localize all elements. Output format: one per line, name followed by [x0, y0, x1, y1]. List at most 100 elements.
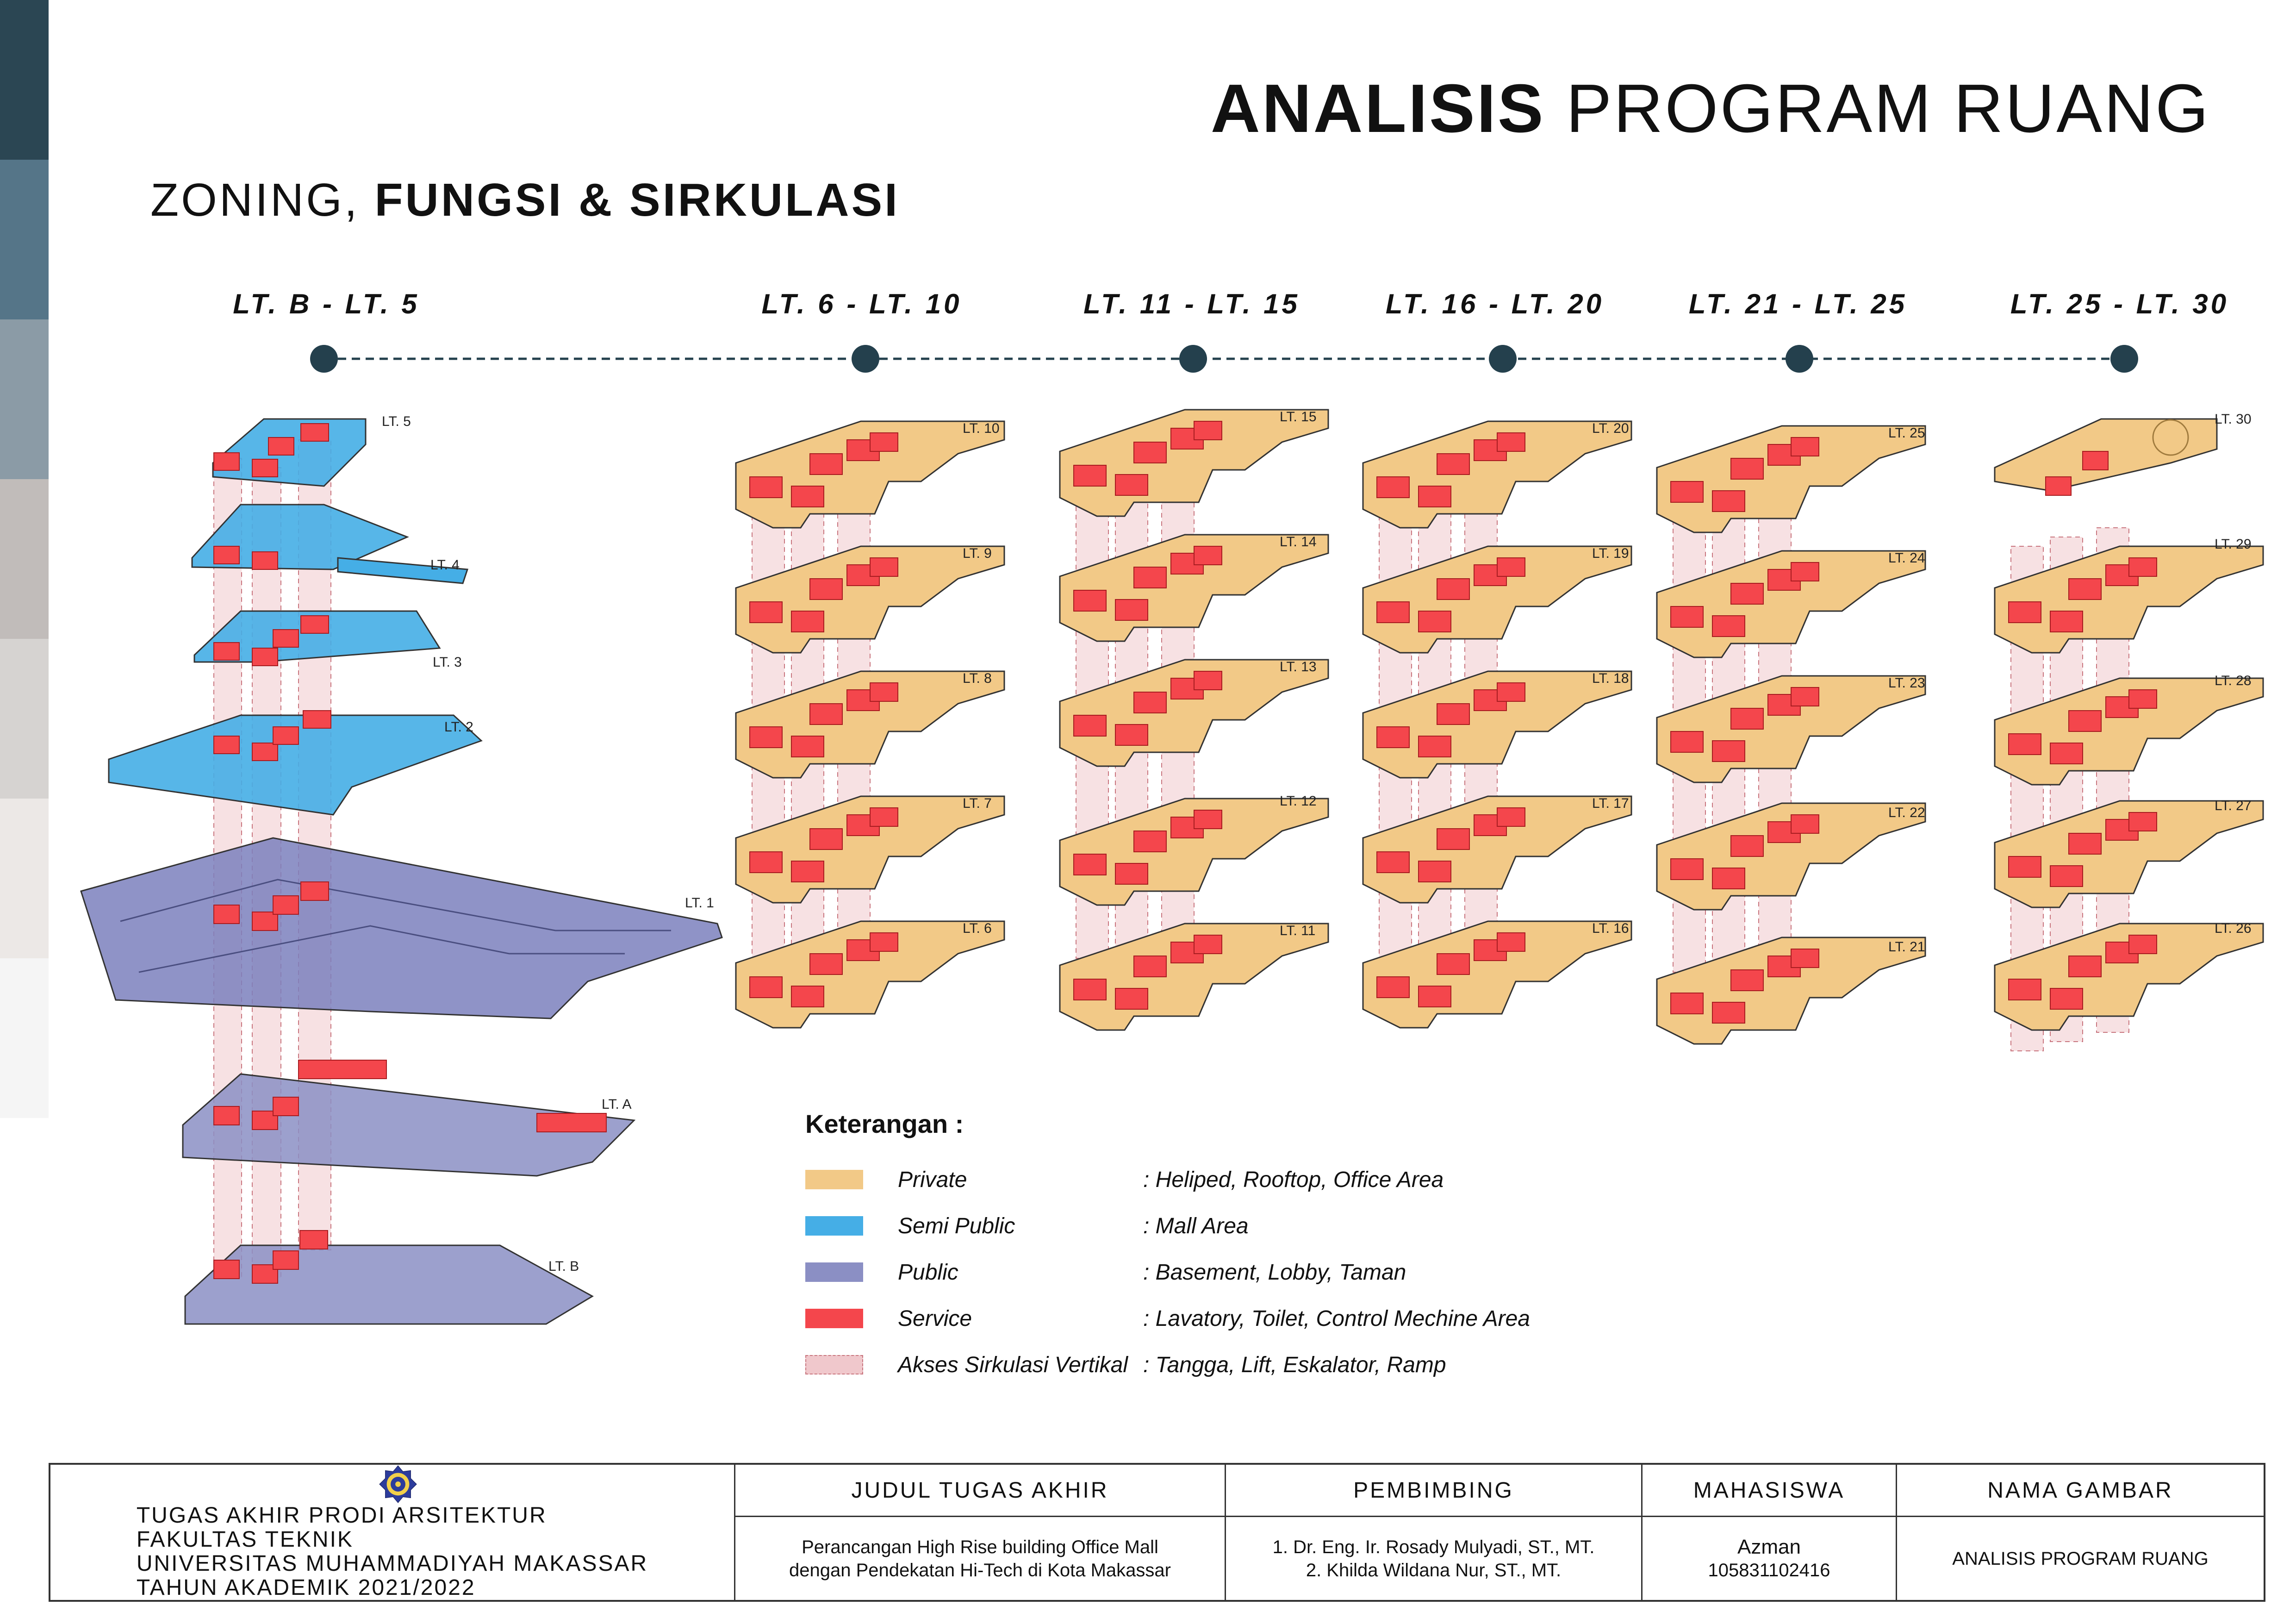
- mahasiswa-body: Azman 105831102416: [1643, 1517, 1896, 1600]
- floor-label: LT. 28: [2215, 673, 2252, 688]
- service-core: [213, 905, 240, 924]
- floor-label: LT. 7: [963, 796, 992, 811]
- swatch-3: [0, 319, 49, 479]
- range-label-2: LT. 6 - LT. 10: [761, 288, 962, 319]
- swatch-4: [0, 479, 49, 639]
- service-core: [303, 710, 331, 729]
- floor-label: LT. 14: [1280, 534, 1317, 550]
- pembimbing-heading: PEMBIMBING: [1226, 1465, 1641, 1517]
- service-core: [300, 423, 329, 442]
- legend-desc: : Lavatory, Toilet, Control Mechine Area: [1143, 1306, 1530, 1331]
- legend-item-semi-public: Semi Public : Mall Area: [805, 1203, 1638, 1249]
- legend-name: Public: [898, 1260, 958, 1285]
- university-logo-icon: [379, 1465, 417, 1503]
- pembimbing-line: 2. Khilda Wildana Nur, ST., MT.: [1306, 1560, 1562, 1580]
- range-label-6: LT. 25 - LT. 30: [2010, 288, 2229, 319]
- tower-lt16-lt20: LT. 20 LT. 19 LT. 18 LT. 17 LT. 16: [1362, 420, 1632, 1029]
- legend-title: Keterangan :: [805, 1109, 964, 1138]
- lobby-detail-lines: [120, 879, 671, 931]
- swatch-2: [0, 160, 49, 319]
- legend-swatch-semi-public: [805, 1216, 863, 1236]
- swatch-5: [0, 639, 49, 799]
- color-swatch-bar: [0, 0, 49, 1118]
- service-core: [300, 615, 329, 634]
- service-core: [252, 648, 278, 666]
- institution-line: UNIVERSITAS MUHAMMADIYAH MAKASSAR: [136, 1551, 648, 1576]
- helipad-icon: [2152, 419, 2189, 456]
- floor-label: LT. 18: [1592, 671, 1629, 686]
- service-core: [536, 1113, 607, 1132]
- timeline-dot: [852, 345, 879, 373]
- judul-line: Perancangan High Rise building Office Ma…: [802, 1537, 1158, 1557]
- floor-plate-lt-b: [184, 1244, 594, 1325]
- subtitle-light: ZONING,: [150, 174, 360, 226]
- page-title-bold: ANALISIS: [1210, 70, 1545, 147]
- judul-line: dengan Pendekatan Hi-Tech di Kota Makass…: [789, 1560, 1171, 1580]
- legend-desc: : Basement, Lobby, Taman: [1143, 1260, 1406, 1285]
- tower-lt6-lt10: LT. 10 LT. 9 LT. 8 LT. 7 LT. 6: [735, 420, 1005, 1029]
- zoning-diagram: LT. B LT. A LT. 1 LT. 2 LT. 3 LT. 4: [80, 345, 2264, 1325]
- floor-label: LT. 6: [963, 921, 992, 936]
- legend-swatch-public: [805, 1262, 863, 1282]
- institution-line: FAKULTAS TEKNIK: [136, 1527, 354, 1552]
- service-core: [213, 736, 240, 754]
- floor-label: LT. 24: [1888, 550, 1925, 566]
- legend-swatch-service: [805, 1309, 863, 1328]
- floor-label: LT. 15: [1280, 409, 1317, 425]
- service-core: [273, 895, 299, 915]
- floor-plate-lt-25: [1656, 425, 1926, 533]
- floor-label: LT. 26: [2215, 921, 2252, 936]
- legend-name: Service: [898, 1306, 972, 1331]
- service-core: [252, 551, 278, 570]
- floor-label: LT. 9: [963, 546, 992, 561]
- floor-label: LT. 20: [1592, 421, 1629, 436]
- floor-plate-lt-4-bridge: [337, 557, 469, 584]
- service-core: [213, 1106, 240, 1125]
- nama-gambar-body: ANALISIS PROGRAM RUANG: [1897, 1517, 2264, 1600]
- institution-text: TUGAS AKHIR PRODI ARSITEKTUR FAKULTAS TE…: [137, 1504, 648, 1600]
- mahasiswa-block: MAHASISWA Azman 105831102416: [1643, 1465, 1897, 1600]
- timeline-dot: [1489, 345, 1517, 373]
- legend-desc: : Mall Area: [1143, 1213, 1249, 1238]
- swatch-1: [0, 0, 49, 160]
- tower-lt11-lt15: LT. 15 LT. 14 LT. 13 LT. 12 LT. 11: [1059, 409, 1329, 1031]
- floor-label: LT. 30: [2215, 412, 2252, 427]
- page-title-light: PROGRAM RUANG: [1566, 70, 2210, 147]
- floor-label: LT. 23: [1888, 675, 1925, 691]
- floor-label: LT. 16: [1592, 921, 1629, 936]
- legend-desc: : Heliped, Rooftop, Office Area: [1143, 1167, 1444, 1192]
- podium-stack: LT. B LT. A LT. 1 LT. 2 LT. 3 LT. 4: [80, 414, 723, 1325]
- floor-plate-lt-2: [108, 714, 483, 816]
- service-core: [273, 726, 299, 745]
- floor-label: LT. 12: [1280, 793, 1317, 809]
- floor-label-lt-a: LT. A: [602, 1097, 631, 1112]
- judul-block: JUDUL TUGAS AKHIR Perancangan High Rise …: [735, 1465, 1226, 1600]
- floor-label: LT. 27: [2215, 798, 2252, 813]
- timeline: [310, 345, 2138, 373]
- service-core: [252, 459, 278, 477]
- floor-label: LT. 10: [963, 421, 1000, 436]
- timeline-dot: [2110, 345, 2138, 373]
- floor-label-lt-1: LT. 1: [685, 895, 714, 911]
- floor-label: LT. 13: [1280, 659, 1317, 675]
- service-core: [213, 1260, 240, 1279]
- service-core: [252, 912, 278, 931]
- mahasiswa-heading: MAHASISWA: [1643, 1465, 1896, 1517]
- mahasiswa-nim: 105831102416: [1708, 1560, 1830, 1580]
- legend-swatch-private: [805, 1170, 863, 1189]
- institution-line: TUGAS AKHIR PRODI ARSITEKTUR: [136, 1503, 547, 1528]
- legend-name: Private: [898, 1167, 967, 1192]
- legend-swatch-circulation: [805, 1355, 863, 1374]
- legend-item-circulation: Akses Sirkulasi Vertikal : Tangga, Lift,…: [805, 1342, 1638, 1388]
- institution-block: TUGAS AKHIR PRODI ARSITEKTUR FAKULTAS TE…: [50, 1465, 735, 1600]
- floor-label: LT. 29: [2215, 537, 2252, 552]
- floor-plate-lt-10: [735, 420, 1005, 529]
- floor-plate-lt-15: [1059, 409, 1329, 517]
- swatch-6: [0, 799, 49, 958]
- floor-label: LT. 17: [1592, 796, 1629, 811]
- service-core: [2045, 476, 2072, 496]
- legend-item-private: Private : Heliped, Rooftop, Office Area: [805, 1156, 1638, 1203]
- legend-item-public: Public : Basement, Lobby, Taman: [805, 1249, 1638, 1295]
- judul-body: Perancangan High Rise building Office Ma…: [735, 1517, 1225, 1600]
- mahasiswa-name: Azman: [1737, 1535, 1801, 1558]
